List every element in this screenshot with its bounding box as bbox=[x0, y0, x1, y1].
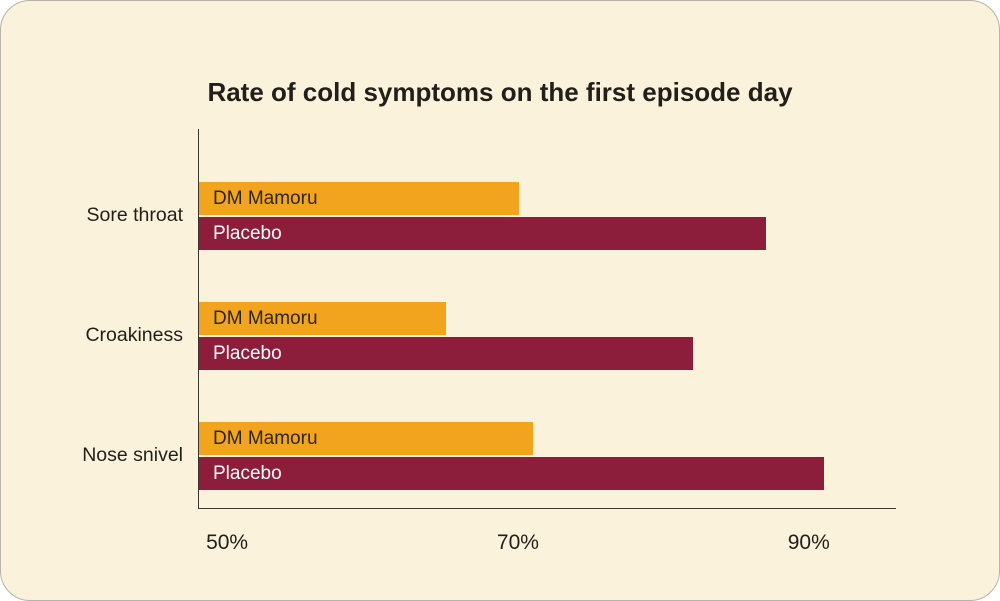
x-axis-line bbox=[198, 508, 896, 509]
bar-placebo: Placebo bbox=[199, 337, 694, 370]
bar-dm-mamoru: DM Mamoru bbox=[199, 302, 447, 335]
bar-dm-mamoru: DM Mamoru bbox=[199, 182, 519, 215]
x-tick-label: 70% bbox=[496, 531, 539, 554]
category-label: Croakiness bbox=[85, 324, 183, 346]
bar-series-label: Placebo bbox=[213, 343, 282, 364]
bar-placebo: Placebo bbox=[199, 217, 767, 250]
bar-dm-mamoru: DM Mamoru bbox=[199, 422, 534, 455]
bar-series-label: DM Mamoru bbox=[213, 188, 318, 209]
bar-placebo: Placebo bbox=[199, 457, 825, 490]
x-tick-label: 50% bbox=[206, 531, 249, 554]
x-tick-label: 90% bbox=[787, 531, 830, 554]
bar-series-label: Placebo bbox=[213, 463, 282, 484]
category-label: Nose snivel bbox=[82, 444, 183, 466]
bar-series-label: Placebo bbox=[213, 223, 282, 244]
bar-series-label: DM Mamoru bbox=[213, 428, 318, 449]
category-label: Sore throat bbox=[86, 204, 183, 226]
plot-area: DM Mamoru Placebo DM Mamoru Placebo DM Mamor… bbox=[198, 129, 896, 554]
y-axis-line bbox=[198, 129, 199, 509]
bar-series-label: DM Mamoru bbox=[213, 308, 318, 329]
chart-title: Rate of cold symptoms on the first episo… bbox=[207, 77, 793, 107]
